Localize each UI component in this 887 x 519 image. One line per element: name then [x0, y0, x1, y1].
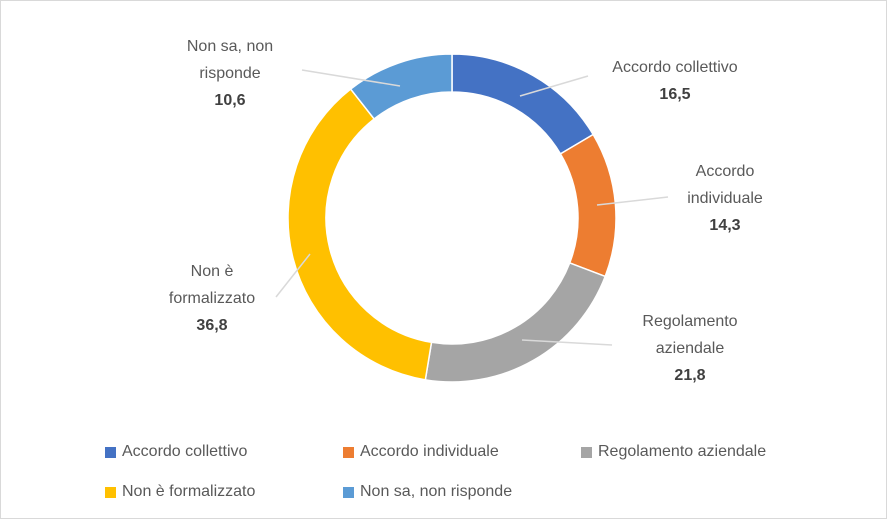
- legend-label: Accordo individuale: [360, 443, 499, 460]
- label-name: Regolamento aziendale: [642, 313, 738, 357]
- label-value: 16,5: [659, 86, 691, 103]
- label-name: Accordo collettivo: [612, 59, 738, 76]
- legend-marker: [105, 486, 116, 498]
- donut-slice: [424, 261, 607, 383]
- legend-item: Regolamento aziendale: [581, 442, 766, 462]
- legend-marker: [581, 446, 592, 458]
- legend-marker: [343, 486, 354, 498]
- legend-item: Non sa, non risponde: [343, 482, 512, 502]
- legend-item: Non è formalizzato: [105, 482, 255, 502]
- donut-slice: [349, 53, 453, 120]
- data-label: Regolamento aziendale 21,8: [620, 308, 760, 389]
- donut-slice: [559, 133, 617, 278]
- label-value: 21,8: [674, 367, 706, 384]
- donut-slice: [451, 53, 595, 155]
- label-name: Accordo individuale: [687, 163, 763, 207]
- data-label: Non è formalizzato 36,8: [157, 258, 267, 339]
- leader-line: [596, 196, 669, 206]
- donut-slice: [287, 87, 433, 381]
- legend-marker: [343, 446, 354, 458]
- label-value: 10,6: [214, 92, 246, 109]
- label-name: Non sa, non risponde: [186, 38, 274, 82]
- leader-line: [275, 253, 311, 298]
- data-label: Non sa, non risponde 10,6: [175, 33, 285, 114]
- legend-label: Accordo collettivo: [122, 443, 248, 460]
- label-value: 36,8: [196, 317, 228, 334]
- label-name: Non è formalizzato: [168, 263, 256, 307]
- legend-marker: [105, 446, 116, 458]
- data-label: Accordo collettivo 16,5: [585, 54, 765, 108]
- data-label: Accordo individuale 14,3: [670, 158, 780, 239]
- legend-item: Accordo individuale: [343, 442, 499, 462]
- label-value: 14,3: [709, 217, 741, 234]
- legend-item: Accordo collettivo: [105, 442, 247, 462]
- leader-line: [519, 75, 589, 97]
- leader-line: [301, 69, 401, 87]
- legend-label: Non è formalizzato: [122, 483, 256, 500]
- legend-label: Non sa, non risponde: [360, 483, 513, 500]
- legend-label: Regolamento aziendale: [598, 443, 767, 460]
- leader-line: [521, 339, 613, 346]
